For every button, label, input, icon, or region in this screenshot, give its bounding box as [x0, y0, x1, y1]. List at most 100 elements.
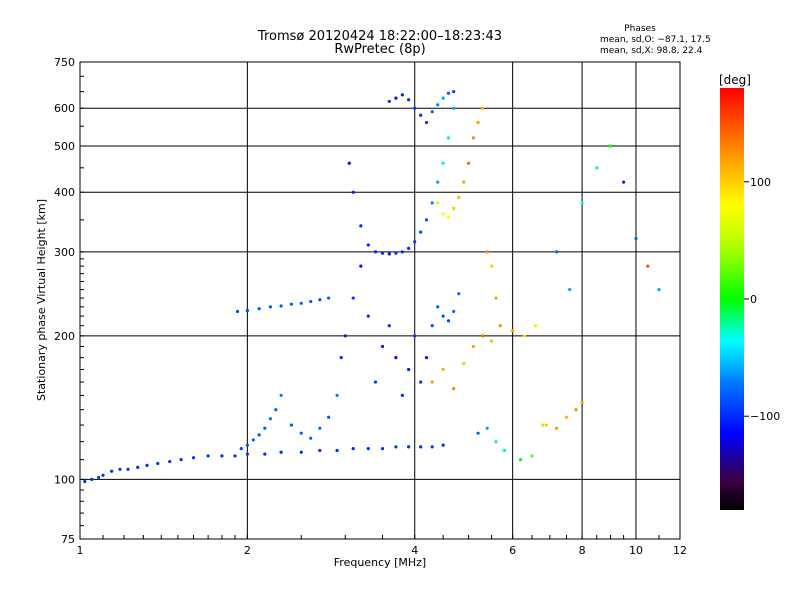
data-point — [634, 236, 638, 241]
data-point — [452, 387, 456, 391]
data-point — [318, 298, 322, 302]
data-point — [574, 408, 578, 412]
data-point — [366, 314, 370, 318]
data-point — [206, 454, 210, 458]
y-axis: 75 100 200 300 400 500 600 750 — [54, 56, 84, 546]
data-point — [413, 106, 417, 110]
data-point — [279, 304, 283, 308]
data-point — [646, 264, 650, 268]
data-point — [394, 251, 398, 255]
data-point — [373, 250, 378, 254]
data-point — [327, 296, 331, 300]
data-point — [555, 250, 559, 254]
data-point — [263, 452, 267, 456]
data-point — [441, 443, 445, 447]
chart-title: Tromsø 20120424 18:22:00–18:23:43 — [257, 29, 502, 44]
data-point — [289, 302, 293, 306]
data-point — [522, 334, 527, 338]
y-axis-label: Stationary phase Virtual Height [km] — [35, 199, 48, 401]
data-point — [366, 447, 370, 451]
grid — [80, 62, 680, 539]
data-point — [452, 206, 456, 210]
data-point — [485, 250, 489, 254]
data-point — [541, 423, 545, 427]
data-point — [327, 415, 331, 419]
x-tick-label: 6 — [509, 544, 516, 557]
data-point — [424, 120, 429, 125]
data-point — [245, 452, 249, 456]
data-point — [430, 445, 434, 449]
data-point — [436, 201, 440, 205]
data-point — [490, 339, 494, 343]
data-point — [462, 361, 466, 366]
data-point — [245, 308, 249, 313]
x-tick-label: 2 — [244, 544, 251, 557]
data-point — [299, 301, 303, 305]
data-point — [452, 309, 456, 314]
data-point — [347, 161, 351, 165]
data-point — [274, 408, 278, 412]
data-point — [413, 334, 417, 338]
data-point — [257, 307, 261, 311]
data-point — [394, 96, 398, 100]
data-point — [485, 426, 489, 430]
data-point — [359, 224, 363, 228]
data-point — [407, 246, 411, 250]
x-axis: 1 2 4 6 8 10 12 — [77, 535, 687, 557]
phases-x-stats: mean, sd,X: 98.8, 22.4 — [600, 46, 703, 56]
y-tick-label: 100 — [54, 473, 75, 486]
data-point — [263, 426, 267, 430]
data-point — [136, 465, 140, 469]
data-point — [494, 440, 498, 444]
data-point — [481, 106, 485, 110]
data-point — [430, 110, 434, 114]
colorbar — [720, 88, 744, 510]
data-point — [580, 400, 584, 405]
data-point — [419, 230, 423, 234]
data-point — [268, 417, 272, 421]
data-point — [452, 106, 456, 110]
x-tick-label: 10 — [629, 544, 643, 557]
x-tick-label: 8 — [579, 544, 586, 557]
data-point — [568, 287, 572, 292]
data-point — [446, 319, 451, 323]
data-point — [441, 212, 445, 216]
y-tick-label: 750 — [54, 56, 75, 69]
data-point — [156, 461, 160, 466]
data-point — [467, 161, 471, 165]
x-tick-label: 4 — [411, 544, 418, 557]
y-tick-label: 300 — [54, 246, 75, 259]
data-point — [335, 393, 339, 398]
data-point — [457, 195, 461, 200]
data-point — [424, 356, 429, 360]
data-point — [407, 98, 411, 102]
data-point — [179, 458, 183, 462]
data-point — [299, 431, 303, 435]
data-point — [351, 447, 355, 451]
y-tick-label: 75 — [61, 533, 75, 546]
x-tick-label: 1 — [77, 544, 84, 557]
y-tick-label: 500 — [54, 140, 75, 153]
data-point — [564, 415, 569, 419]
data-point — [407, 445, 411, 449]
data-point — [110, 469, 114, 473]
data-point — [657, 287, 661, 292]
data-point — [101, 473, 105, 477]
data-point — [351, 190, 355, 194]
data-point — [476, 120, 480, 125]
data-point — [430, 201, 434, 205]
data-point — [621, 180, 626, 184]
data-point — [118, 467, 122, 471]
data-point — [424, 218, 429, 222]
data-point — [441, 161, 445, 165]
data-point — [373, 380, 378, 384]
data-point — [490, 264, 494, 268]
data-point — [220, 454, 224, 458]
x-axis-label: Frequency [MHz] — [334, 556, 426, 569]
data-point — [96, 475, 101, 479]
data-point — [441, 367, 445, 372]
data-point — [498, 324, 502, 328]
data-point — [83, 479, 87, 484]
data-point — [245, 443, 249, 447]
data-point — [436, 103, 440, 107]
